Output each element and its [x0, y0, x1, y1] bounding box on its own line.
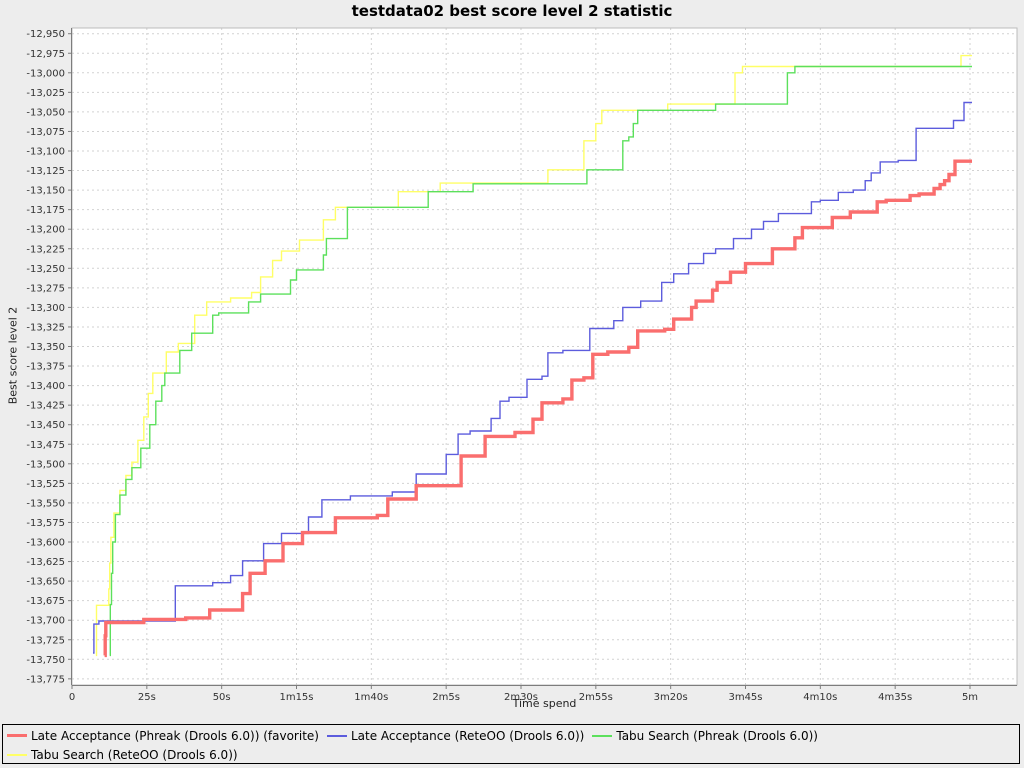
svg-text:-13,475: -13,475	[26, 440, 65, 451]
svg-text:2m30s: 2m30s	[504, 692, 538, 703]
legend-item-tabu-search-reteoo: Tabu Search (ReteOO (Drools 6.0))	[5, 748, 238, 762]
svg-text:-13,750: -13,750	[26, 655, 65, 666]
svg-text:5m: 5m	[962, 692, 978, 703]
legend-label: Late Acceptance (Phreak (Drools 6.0)) (f…	[31, 728, 319, 743]
svg-text:-13,425: -13,425	[26, 401, 65, 412]
svg-text:-13,400: -13,400	[26, 381, 65, 392]
svg-text:-13,250: -13,250	[26, 264, 65, 275]
svg-text:-13,500: -13,500	[26, 459, 65, 470]
svg-text:-13,725: -13,725	[26, 635, 65, 646]
svg-text:4m35s: 4m35s	[878, 692, 912, 703]
svg-text:-13,375: -13,375	[26, 362, 65, 373]
legend-row-2: Tabu Search (ReteOO (Drools 6.0))	[5, 745, 1017, 764]
svg-text:-13,000: -13,000	[26, 68, 65, 79]
svg-text:-12,950: -12,950	[26, 29, 65, 40]
svg-text:3m20s: 3m20s	[654, 692, 688, 703]
svg-text:-13,125: -13,125	[26, 166, 65, 177]
svg-text:-13,600: -13,600	[26, 538, 65, 549]
svg-text:2m5s: 2m5s	[432, 692, 460, 703]
svg-text:-13,675: -13,675	[26, 596, 65, 607]
svg-text:-13,225: -13,225	[26, 244, 65, 255]
svg-text:2m55s: 2m55s	[579, 692, 613, 703]
svg-text:1m15s: 1m15s	[279, 692, 313, 703]
svg-text:1m40s: 1m40s	[354, 692, 388, 703]
legend-label: Tabu Search (ReteOO (Drools 6.0))	[31, 747, 238, 762]
svg-text:-13,775: -13,775	[26, 674, 65, 685]
svg-text:-12,975: -12,975	[26, 49, 65, 60]
svg-text:-13,300: -13,300	[26, 303, 65, 314]
plot-area: -12,950 -12,975 -13,000 -13,025 -13,050 -13,0…	[26, 27, 1018, 703]
svg-text:3m45s: 3m45s	[728, 692, 762, 703]
svg-text:-13,575: -13,575	[26, 518, 65, 529]
svg-text:-13,350: -13,350	[26, 342, 65, 353]
svg-text:25s: 25s	[138, 692, 156, 703]
svg-text:-13,100: -13,100	[26, 147, 65, 158]
chart-title: testdata02 best score level 2 statistic	[351, 2, 673, 20]
legend-label: Tabu Search (Phreak (Drools 6.0))	[616, 728, 818, 743]
svg-text:-13,175: -13,175	[26, 205, 65, 216]
svg-text:-13,650: -13,650	[26, 577, 65, 588]
svg-text:-13,525: -13,525	[26, 479, 65, 490]
legend-item-late-acceptance-reteoo: Late Acceptance (ReteOO (Drools 6.0))	[325, 729, 584, 743]
svg-text:-13,025: -13,025	[26, 88, 65, 99]
svg-text:4m10s: 4m10s	[803, 692, 837, 703]
svg-text:-13,325: -13,325	[26, 322, 65, 333]
svg-text:50s: 50s	[213, 692, 231, 703]
svg-text:-13,625: -13,625	[26, 557, 65, 568]
svg-text:0: 0	[69, 692, 75, 703]
legend-label: Late Acceptance (ReteOO (Drools 6.0))	[350, 728, 585, 743]
legend-item-late-acceptance-phreak: Late Acceptance (Phreak (Drools 6.0)) (f…	[5, 729, 319, 743]
series-color-swatch	[326, 734, 347, 737]
series-color-swatch	[7, 753, 27, 756]
y-axis-label: Best score level 2	[6, 306, 20, 405]
svg-text:-13,050: -13,050	[26, 107, 65, 118]
svg-text:-13,550: -13,550	[26, 498, 65, 509]
svg-text:-13,200: -13,200	[26, 225, 65, 236]
svg-text:-13,275: -13,275	[26, 283, 65, 294]
svg-text:-13,700: -13,700	[26, 616, 65, 627]
svg-text:-13,075: -13,075	[26, 127, 65, 138]
series-color-swatch	[592, 734, 613, 737]
legend-row-1: Late Acceptance (Phreak (Drools 6.0)) (f…	[5, 726, 1017, 745]
legend-item-tabu-search-phreak: Tabu Search (Phreak (Drools 6.0))	[590, 729, 818, 743]
svg-text:-13,150: -13,150	[26, 186, 65, 197]
series-color-swatch	[7, 734, 27, 737]
legend: Late Acceptance (Phreak (Drools 6.0)) (f…	[2, 724, 1020, 764]
x-axis-label: Time spend	[512, 697, 577, 710]
svg-text:-13,450: -13,450	[26, 420, 65, 431]
